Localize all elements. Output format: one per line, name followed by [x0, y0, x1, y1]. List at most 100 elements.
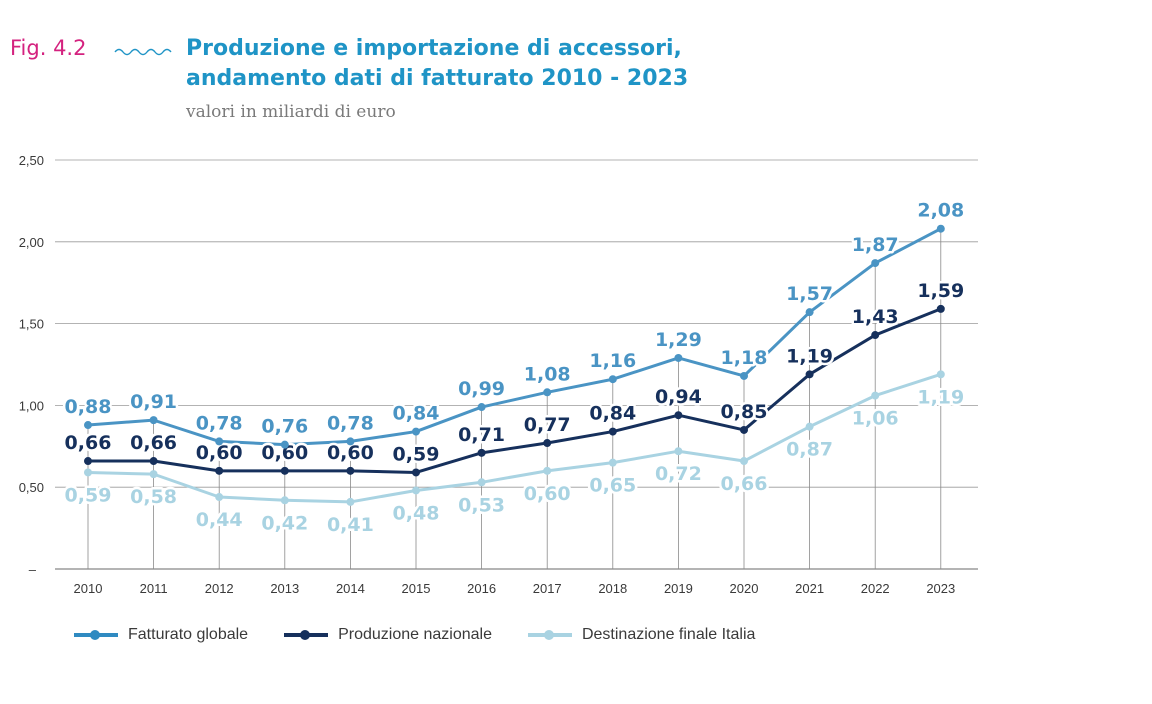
data-label-halo: 0,84 [589, 403, 636, 425]
data-point [412, 468, 420, 477]
data-label-halo: 0,53 [458, 494, 505, 516]
x-tick-label: 2013 [270, 581, 299, 596]
data-label-halo: 0,65 [589, 475, 636, 497]
data-point [149, 457, 158, 466]
data-label: 0,88 [65, 396, 112, 418]
chart-title-line-2: andamento dati di fatturato 2010 - 2023 [186, 66, 689, 91]
data-label: 1,87 [852, 234, 899, 256]
data-label: 1,19 [917, 386, 964, 408]
y-tick-label: 0,50 [19, 480, 44, 495]
data-label: 0,99 [458, 378, 505, 400]
data-label-halo: 0,77 [524, 414, 571, 436]
data-label: 0,94 [655, 386, 702, 408]
legend-item-fatturato-globale: Fatturato globale [74, 626, 248, 644]
data-label: 0,66 [130, 432, 177, 454]
data-label-halo: 0,58 [130, 486, 177, 508]
data-label-halo: 0,99 [458, 378, 505, 400]
data-label: 0,44 [196, 509, 243, 531]
y-tick-label: 2,00 [19, 235, 44, 250]
data-point [674, 353, 683, 362]
data-point [149, 416, 158, 425]
data-label: 0,60 [327, 442, 374, 464]
data-point [608, 375, 617, 384]
data-label: 0,53 [458, 494, 505, 516]
x-tick-label: 2012 [205, 581, 234, 596]
x-tick-label: 2010 [74, 581, 103, 596]
series-line-1 [88, 307, 942, 474]
data-label-halo: 0,59 [65, 484, 112, 506]
data-point [412, 486, 420, 495]
data-point [149, 470, 158, 479]
data-point [871, 331, 880, 340]
data-label-halo: 0,41 [327, 514, 374, 536]
data-point [543, 439, 552, 448]
figure-number: Fig. 4.2 [10, 36, 87, 60]
data-label-halo: 0,48 [393, 502, 440, 524]
x-tick-label: 2017 [533, 581, 562, 596]
data-label-halo: 0,76 [261, 416, 308, 438]
data-label-halo: 1,43 [852, 306, 899, 328]
data-point [84, 421, 92, 430]
y-tick-label: 1,50 [19, 317, 44, 332]
legend-swatch-produzione-nazionale [284, 630, 329, 640]
legend-label-fatturato-globale: Fatturato globale [128, 626, 249, 643]
y-tick-label: 2,50 [19, 153, 44, 168]
data-label-halo: 0,91 [130, 391, 177, 413]
data-point [84, 457, 92, 466]
data-label: 0,65 [589, 475, 636, 497]
data-label: 0,78 [196, 412, 243, 434]
data-point [477, 403, 486, 412]
legend-swatch-fatturato-globale [74, 630, 118, 640]
legend-swatch-destinazione-finale-italia [527, 630, 572, 640]
data-label-halo: 1,57 [786, 283, 833, 305]
data-label-halo: 1,29 [655, 329, 702, 351]
series-line-2 [87, 372, 942, 504]
x-tick-label: 2014 [336, 581, 365, 596]
data-point [608, 458, 617, 467]
data-point [936, 224, 945, 233]
data-point [674, 411, 683, 420]
legend-item-produzione-nazionale: Produzione nazionale [284, 626, 492, 644]
data-label: 0,78 [327, 412, 374, 434]
data-label: 1,16 [589, 350, 636, 372]
chart-title-line-1: Produzione e importazione di accessori, [186, 36, 682, 61]
data-label-halo: 0,85 [721, 401, 768, 423]
data-label-halo: 1,19 [917, 386, 964, 408]
data-label-halo: 0,78 [196, 412, 243, 434]
data-label-halo: 1,08 [524, 363, 571, 385]
data-label: 0,60 [524, 483, 571, 505]
data-label-halo: 1,16 [589, 350, 636, 372]
data-label-halo: 0,88 [65, 396, 112, 418]
series-line-0 [87, 227, 942, 447]
data-label: 0,58 [130, 486, 177, 508]
data-point [543, 466, 552, 475]
data-label-halo: 0,78 [327, 412, 374, 434]
data-label-halo: 0,66 [65, 432, 112, 454]
data-point [346, 466, 355, 475]
data-label: 0,91 [130, 391, 177, 413]
legend-label-produzione-nazionale: Produzione nazionale [338, 626, 492, 643]
data-point [871, 259, 880, 268]
data-point [280, 496, 289, 505]
data-label-halo: 0,87 [786, 439, 833, 461]
data-point [740, 457, 748, 466]
x-tick-label: 2021 [795, 581, 824, 596]
data-point [84, 468, 92, 477]
x-tick-label: 2011 [140, 581, 168, 596]
x-tick-label: 2018 [598, 581, 627, 596]
data-label: 1,06 [852, 408, 899, 430]
data-label-halo: 1,19 [786, 345, 833, 367]
data-label-halo: 0,60 [524, 483, 571, 505]
data-label: 0,85 [721, 401, 768, 423]
data-point [608, 427, 617, 436]
data-label-halo: 0,44 [196, 509, 243, 531]
data-point [477, 448, 486, 457]
data-point [346, 497, 355, 506]
data-point [215, 466, 224, 475]
x-tick-label: 2019 [664, 581, 693, 596]
y-tick-label: – [29, 562, 37, 577]
data-point [936, 304, 945, 313]
data-label: 1,59 [917, 280, 964, 302]
x-tick-label: 2016 [467, 581, 496, 596]
data-point [805, 370, 814, 379]
